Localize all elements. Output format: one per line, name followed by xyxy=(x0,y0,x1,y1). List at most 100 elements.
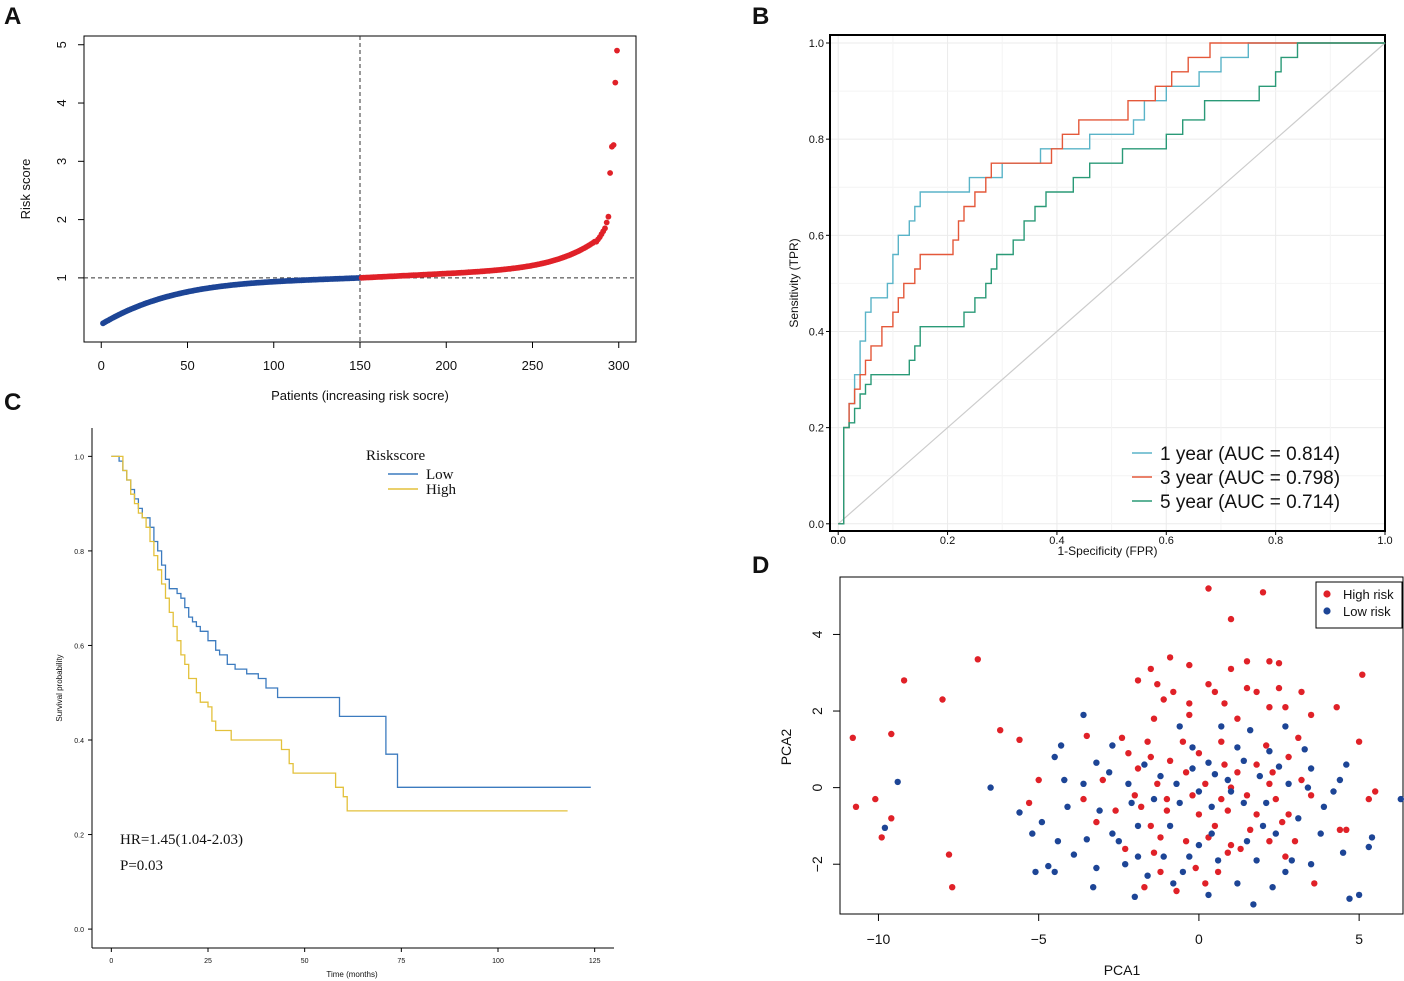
high-risk-sample-point xyxy=(1221,700,1228,707)
high-risk-sample-point xyxy=(997,727,1004,734)
high-risk-sample-point xyxy=(1259,589,1267,596)
high-risk-sample-point xyxy=(1080,795,1087,803)
high-risk-sample-point xyxy=(1247,826,1254,833)
roc-curve-5-year xyxy=(838,42,1385,525)
high-risk-sample-point xyxy=(1195,750,1203,757)
high-risk-patient-point xyxy=(602,225,608,232)
high-risk-sample-point xyxy=(1118,734,1126,741)
high-risk-sample-point xyxy=(1359,671,1366,678)
high-risk-sample-point xyxy=(1272,795,1280,803)
low-risk-sample-point xyxy=(1320,803,1328,810)
high-risk-sample-point xyxy=(1195,811,1203,818)
low-risk-sample-point xyxy=(1259,822,1267,830)
y-tick-label: 4 xyxy=(809,630,825,638)
legend-box xyxy=(1315,581,1403,629)
high-risk-patient-point xyxy=(610,142,617,148)
high-risk-sample-point xyxy=(900,677,908,684)
high-risk-sample-point xyxy=(1307,792,1315,799)
y-tick-label: 1 xyxy=(54,274,69,281)
high-risk-sample-point xyxy=(1343,826,1350,833)
low-risk-sample-point xyxy=(1128,799,1135,807)
x-axis-title: Time (months) xyxy=(326,970,378,979)
high-risk-sample-point xyxy=(1298,776,1305,784)
low-risk-sample-point xyxy=(894,778,901,786)
high-risk-sample-point xyxy=(1157,834,1164,841)
x-tick-label: 100 xyxy=(492,958,504,965)
high-risk-sample-point xyxy=(1253,811,1260,818)
low-risk-sample-point xyxy=(1150,795,1158,803)
high-risk-sample-point xyxy=(1336,826,1344,833)
high-risk-sample-point xyxy=(1122,845,1129,853)
low-risk-sample-point xyxy=(1122,861,1129,868)
low-risk-sample-point xyxy=(1093,759,1100,766)
low-risk-sample-point xyxy=(1288,857,1296,864)
high-risk-sample-point xyxy=(1131,792,1139,799)
high-risk-sample-point xyxy=(1147,753,1155,761)
y-axis-title: Survival probability xyxy=(55,654,64,721)
y-tick-label: 0.6 xyxy=(809,230,824,242)
plot-frame xyxy=(839,576,1404,915)
low-risk-sample-point xyxy=(1045,862,1052,870)
x-tick-label: 0 xyxy=(98,358,105,373)
high-risk-sample-point xyxy=(1189,792,1196,799)
low-risk-sample-point xyxy=(1166,822,1174,830)
x-tick-label: 0 xyxy=(109,958,113,965)
low-risk-sample-point xyxy=(1272,830,1280,837)
high-risk-sample-point xyxy=(1173,887,1180,895)
low-risk-sample-point xyxy=(1346,895,1353,902)
low-risk-sample-point xyxy=(1234,880,1241,887)
high-risk-sample-point xyxy=(1282,704,1289,711)
high-risk-sample-point xyxy=(1112,807,1119,814)
low-risk-sample-point xyxy=(1070,851,1078,858)
x-tick-label: 200 xyxy=(435,358,457,373)
low-risk-sample-point xyxy=(1224,776,1232,784)
low-risk-sample-point xyxy=(1263,799,1270,807)
legend-title: Riskscore xyxy=(366,448,426,464)
roc-curve-3-year xyxy=(838,42,1385,525)
x-tick-label: 0.4 xyxy=(1049,535,1064,547)
low-risk-sample-point xyxy=(1304,784,1312,791)
high-risk-sample-point xyxy=(1163,795,1171,803)
high-risk-sample-point xyxy=(939,696,946,703)
high-risk-patient-point xyxy=(603,219,610,226)
high-risk-sample-point xyxy=(1355,738,1363,745)
y-tick-label: 0.2 xyxy=(809,423,824,435)
x-tick-label: 125 xyxy=(589,958,601,965)
low-risk-sample-point xyxy=(1234,744,1241,751)
low-risk-sample-point xyxy=(987,784,994,791)
low-risk-sample-point xyxy=(1247,727,1254,734)
low-risk-sample-point xyxy=(1170,880,1177,887)
panel-label-d: D xyxy=(752,552,769,579)
high-risk-sample-point xyxy=(1295,734,1302,741)
high-risk-sample-point xyxy=(1298,688,1305,696)
low-risk-sample-point xyxy=(1365,843,1373,851)
high-risk-sample-point xyxy=(1365,795,1373,803)
low-risk-sample-point xyxy=(1282,723,1289,730)
y-tick-label: 4 xyxy=(54,99,69,106)
high-risk-sample-point xyxy=(1269,769,1276,776)
low-risk-sample-point xyxy=(1368,834,1376,841)
low-risk-sample-point xyxy=(1243,838,1251,845)
low-risk-sample-point xyxy=(1096,807,1103,814)
high-risk-sample-point xyxy=(1035,776,1042,784)
low-risk-sample-point xyxy=(1106,769,1113,776)
low-risk-sample-point xyxy=(1038,818,1046,826)
panel-a-risk-score-plot: A 0 50 100 150 200 250 300 1 2 3 4 5 Patients (increa… xyxy=(4,3,637,403)
legend-marker xyxy=(1323,607,1331,615)
high-risk-sample-point xyxy=(1016,736,1023,743)
high-risk-sample-point xyxy=(1214,868,1222,876)
high-risk-sample-point xyxy=(1144,738,1151,745)
y-tick-label: 5 xyxy=(54,41,69,48)
y-axis-title: Sensitivity (TPR) xyxy=(787,238,801,327)
x-tick-label: 0.0 xyxy=(831,535,846,547)
high-risk-sample-point xyxy=(1275,660,1283,667)
y-tick-label: 0.8 xyxy=(809,134,824,146)
y-tick-label: 0 xyxy=(809,784,825,792)
low-risk-sample-point xyxy=(1083,836,1091,843)
high-risk-sample-point xyxy=(1186,661,1193,669)
high-risk-patient-point xyxy=(607,170,613,176)
legend-label: Low risk xyxy=(1343,604,1391,619)
low-risk-sample-point xyxy=(1214,857,1222,864)
survival-curve-high xyxy=(111,455,568,812)
p-value-annotation: P=0.03 xyxy=(120,858,163,874)
